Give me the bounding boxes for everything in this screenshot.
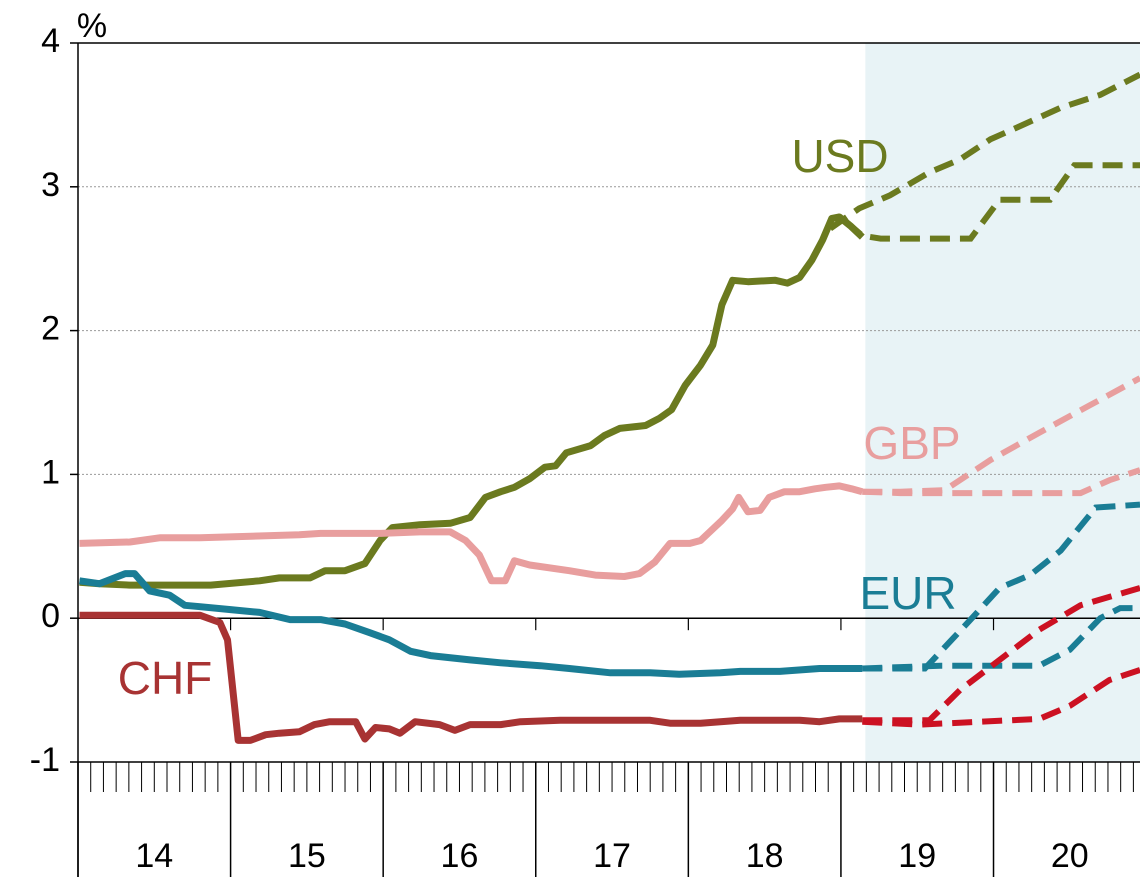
y-tick-label: 3 (41, 166, 60, 204)
x-tick-label: 17 (593, 837, 631, 875)
y-axis-label: % (77, 7, 107, 45)
forecast-line (862, 467, 1140, 497)
series-label: CHF (118, 652, 213, 704)
forecast-line (843, 162, 1140, 242)
series-label: GBP (863, 417, 960, 469)
forecast-line (828, 71, 1140, 231)
forecast-line (862, 585, 1140, 724)
x-tick-label: 16 (441, 837, 479, 875)
x-tick-label: 15 (288, 837, 326, 875)
series-line (79, 213, 865, 589)
x-tick-label: 18 (746, 837, 784, 875)
series-label: USD (791, 130, 888, 182)
x-tick-label: 14 (135, 837, 173, 875)
y-tick-label: 2 (41, 310, 60, 348)
x-tick-label: 19 (898, 837, 936, 875)
series-line (78, 570, 863, 678)
forecast-line (862, 667, 1140, 728)
y-tick-label: -1 (30, 741, 60, 779)
series-line (79, 482, 864, 585)
forecast-line (862, 501, 1140, 672)
series-line (79, 611, 863, 744)
forecast-line (862, 605, 1140, 672)
y-tick-label: 4 (41, 22, 60, 60)
y-tick-label: 1 (41, 453, 60, 491)
y-tick-label: 0 (41, 597, 60, 635)
x-tick-label: 20 (1051, 837, 1089, 875)
series-label: EUR (859, 567, 956, 619)
